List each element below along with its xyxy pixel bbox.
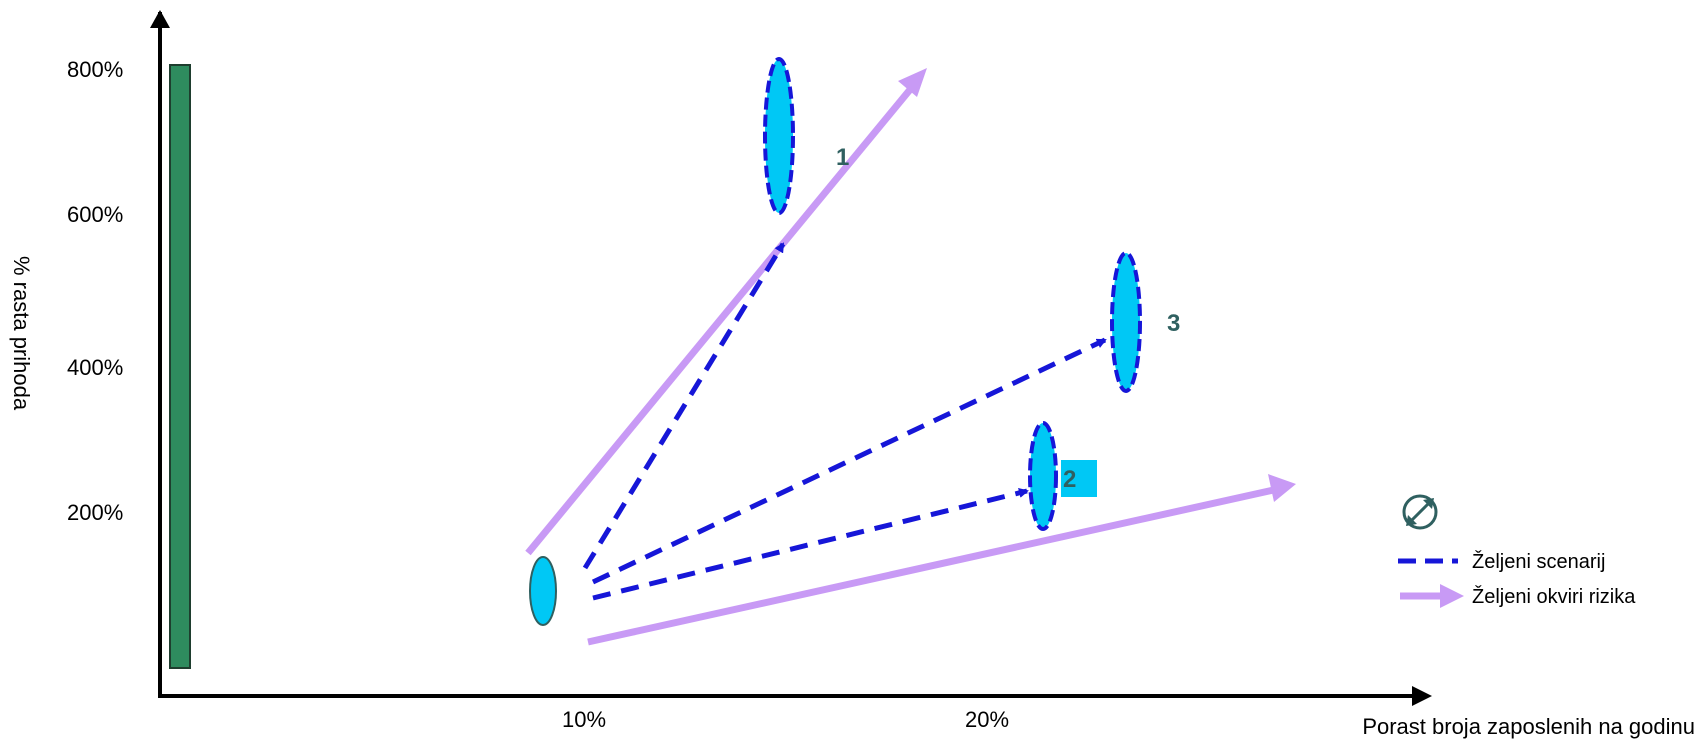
risk-arrow-lower-head [1268,474,1296,502]
scenario-2-label: 2 [1063,466,1076,493]
risk-arrow-upper [525,83,916,556]
legend-desired-risk: Željeni okviri rizika [1472,585,1636,608]
legend-risk-swatch-head [1440,584,1464,608]
y-axis-title: % rasta prihoda [9,256,34,411]
x-tick-20: 20% [965,707,1009,732]
legend-desired-scenario: Željeni scenarij [1472,550,1605,573]
y-axis-arrowhead [150,10,170,28]
y-tick-600: 600% [67,202,123,227]
y-tick-400: 400% [67,355,123,380]
y-tick-200: 200% [67,500,123,525]
origin-ellipse [529,556,557,626]
compass-arrows-icon [1402,494,1438,530]
x-axis-arrowhead [1412,686,1432,706]
risk-arrow-upper-head [898,68,927,97]
x-tick-10: 10% [562,707,606,732]
scenario-2-ellipse [1028,421,1058,531]
x-axis-title: Porast broja zaposlenih na godinu [1362,714,1695,739]
scenario-arrow-2 [592,488,1029,601]
scenario-arrow-3 [591,337,1107,585]
scenario-3-label: 3 [1167,310,1180,337]
risk-arrow-lower [587,485,1279,646]
y-tick-800: 800% [67,57,123,82]
scenario-2-label-bg [1061,460,1097,497]
scenario-3-ellipse [1110,251,1142,393]
scenario-1-label: 1 [836,144,849,171]
range-bar [169,64,191,669]
scenario-1-ellipse [763,57,795,215]
scenario-arrow-1 [582,242,786,570]
